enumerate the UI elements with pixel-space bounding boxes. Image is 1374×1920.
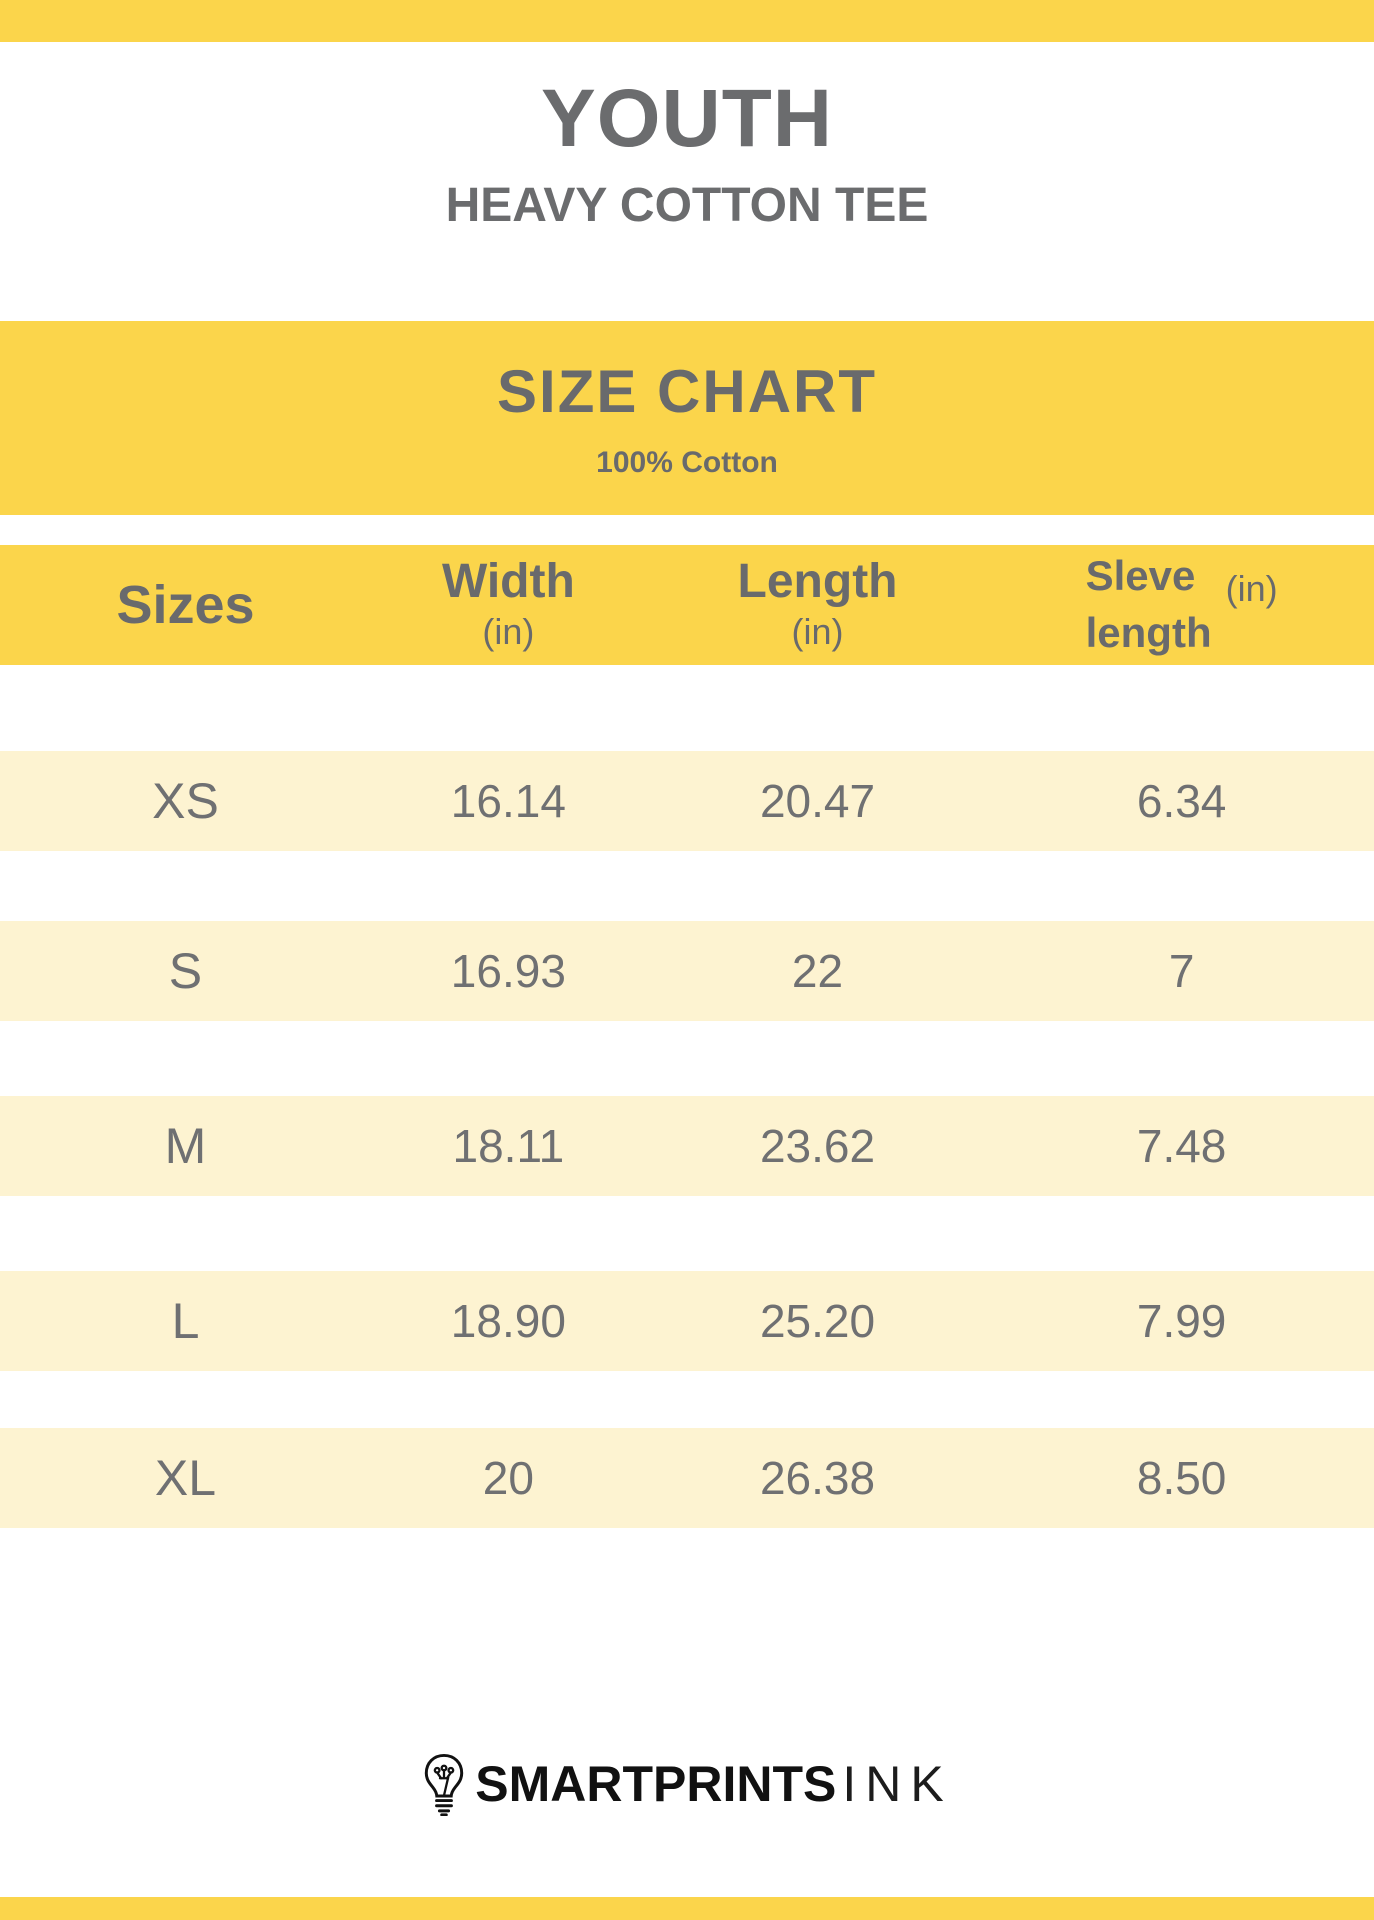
size-cell: XS [152,773,219,830]
header-width-label: Width [441,554,575,608]
table-row: S 16.93 22 7 [0,921,1374,1022]
title-block: YOUTH HEAVY COTTON TEE [0,42,1374,233]
brand-name-light: INK [842,1756,953,1812]
page-subtitle: HEAVY COTTON TEE [445,179,929,233]
size-chart-banner: SIZE CHART 100% Cotton [0,321,1374,516]
header-width: Width (in) [371,554,646,653]
header-length-unit: (in) [791,611,844,653]
size-cell: L [171,1293,200,1350]
size-table-body: XS 16.14 20.47 6.34 S 16.93 22 7 M 18.11… [0,751,1374,1529]
length-cell: 20.47 [759,775,876,828]
brand-footer: SMARTPRINTS INK [0,1752,1374,1816]
sleeve-cell: 7.99 [1136,1295,1227,1348]
page-title: YOUTH [541,73,833,164]
header-sleeve-label-line2: length [1085,609,1212,657]
material-label: 100% Cotton [596,445,778,479]
header-length-label: Length [737,554,898,608]
table-row: M 18.11 23.62 7.48 [0,1096,1374,1197]
sleeve-cell: 7.48 [1136,1120,1227,1173]
sleeve-cell: 7 [1168,945,1195,998]
width-cell: 20 [482,1452,534,1505]
size-cell: M [164,1118,207,1175]
width-cell: 18.11 [452,1120,565,1173]
length-cell: 23.62 [759,1120,876,1173]
size-cell: S [168,943,203,1000]
length-cell: 22 [791,945,844,998]
width-cell: 16.93 [450,945,566,998]
header-length: Length (in) [646,554,990,653]
header-sizes: Sizes [0,577,371,634]
table-row: XS 16.14 20.47 6.34 [0,751,1374,852]
brand-name-bold: SMARTPRINTS [475,1756,837,1812]
table-row: L 18.90 25.20 7.99 [0,1271,1374,1372]
length-cell: 26.38 [759,1452,876,1505]
table-header-row: Sizes Width (in) Length (in) Sleve lengt… [0,545,1374,666]
width-cell: 18.90 [450,1295,566,1348]
size-cell: XL [154,1450,217,1507]
lightbulb-icon [425,1753,464,1816]
header-sleeve-label-line1: Sleve [1085,552,1196,600]
header-sleeve-label: Sleve length [1086,548,1212,661]
length-cell: 25.20 [759,1295,876,1348]
header-sleeve-length: Sleve length (in) [989,548,1374,661]
bottom-accent-bar [0,1897,1374,1920]
sleeve-cell: 8.50 [1136,1452,1227,1505]
table-row: XL 20 26.38 8.50 [0,1428,1374,1529]
header-width-unit: (in) [482,611,535,653]
sleeve-cell: 6.34 [1136,775,1227,828]
width-cell: 16.14 [450,775,566,828]
header-sizes-label: Sizes [116,574,255,635]
top-accent-bar [0,0,1374,42]
header-sleeve-unit: (in) [1225,568,1278,610]
size-chart-title: SIZE CHART [497,357,877,425]
